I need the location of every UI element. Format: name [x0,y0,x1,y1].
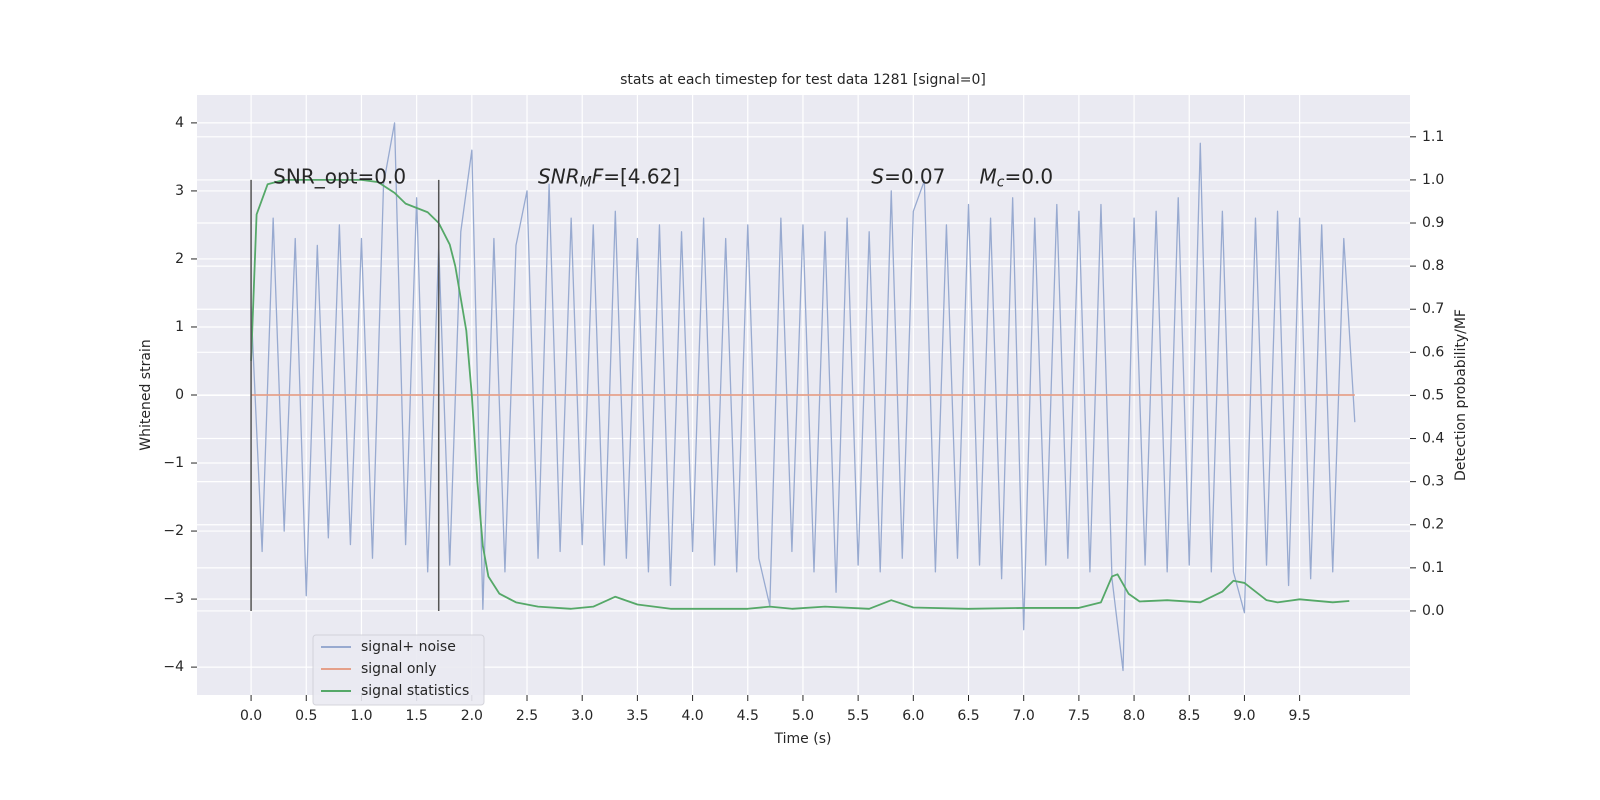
legend-box [312,634,485,706]
x-tick-label: 2.0 [461,708,483,724]
y-tick-label: 2 [175,251,184,267]
x-tick-label: 9.5 [1288,708,1310,724]
annotation: SNR_opt=0.0 [273,164,406,188]
x-axis-label: Time (s) [774,731,832,747]
x-tick-label: 7.0 [1013,708,1035,724]
x-tick-label: 1.0 [350,708,372,724]
x-tick-label: 5.5 [847,708,869,724]
y2-tick-label: 0.5 [1422,387,1444,403]
x-tick-label: 9.0 [1233,708,1255,724]
legend: signal+ noise signal only signal statistic… [312,634,485,706]
y2-axis-label: Detection probability/MF [1453,309,1469,481]
y-tick-label: −2 [163,523,184,539]
y2-tick-label: 1.0 [1422,172,1444,188]
legend-label: signal statistics [361,683,469,699]
x-tick-label: 6.0 [902,708,924,724]
y-tick-label: 3 [175,183,184,199]
x-tick-label: 4.0 [681,708,703,724]
annotation-part: c [997,174,1005,190]
y-tick-label: 0 [175,387,184,403]
y2-tick-label: 0.8 [1422,258,1444,274]
annotation-part: =[4.62] [603,164,680,188]
y-axis-label: Whitened strain [138,339,154,450]
x-tick-label: 8.0 [1123,708,1145,724]
y2-tick-label: 0.9 [1422,215,1444,231]
x-tick-label: 6.5 [957,708,979,724]
annotation-part: S [871,164,884,188]
y2-tick-label: 0.6 [1422,344,1444,360]
annotation: Mc=0.0 [980,164,1054,191]
x-tick-label: 7.5 [1068,708,1090,724]
x-tick-label: 0.0 [240,708,262,724]
y2-tick-label: 0.0 [1422,603,1444,619]
x-tick-label: 4.5 [737,708,759,724]
annotation-part: =0.07 [884,164,945,188]
annotation-part: M [580,174,592,190]
y-tick-label: 4 [175,115,184,131]
x-tick-label: 1.5 [406,708,428,724]
annotation: SNRMF=[4.62] [538,164,680,191]
y2-tick-label: 1.1 [1422,129,1444,145]
annotation-part: SNR [538,164,580,188]
y2-tick-label: 0.3 [1422,474,1444,490]
x-tick-label: 2.5 [516,708,538,724]
legend-label: signal+ noise [361,639,456,655]
legend-label: signal only [361,661,436,677]
y-tick-label: −3 [163,591,184,607]
y2-tick-label: 0.4 [1422,431,1444,447]
y2-tick-label: 0.1 [1422,560,1444,576]
annotation-part: =0.0 [1005,164,1054,188]
x-tick-label: 5.0 [792,708,814,724]
y-tick-label: −4 [163,659,184,675]
x-tick-label: 3.0 [571,708,593,724]
series-line [250,122,1356,672]
annotation-part: F [592,164,604,188]
x-tick-label: 0.5 [295,708,317,724]
annotation: S=0.07 [871,164,945,188]
x-tick-label: 3.5 [626,708,648,724]
chart-title: stats at each timestep for test data 128… [620,72,986,88]
y2-tick-label: 0.2 [1422,517,1444,533]
series-line [250,179,1350,610]
x-tick-label: 8.5 [1178,708,1200,724]
annotation-part: M [980,164,997,188]
annotation-part: SNR_opt=0.0 [273,164,406,188]
y-tick-label: −1 [163,455,184,471]
y2-tick-label: 0.7 [1422,301,1444,317]
y-tick-label: 1 [175,319,184,335]
